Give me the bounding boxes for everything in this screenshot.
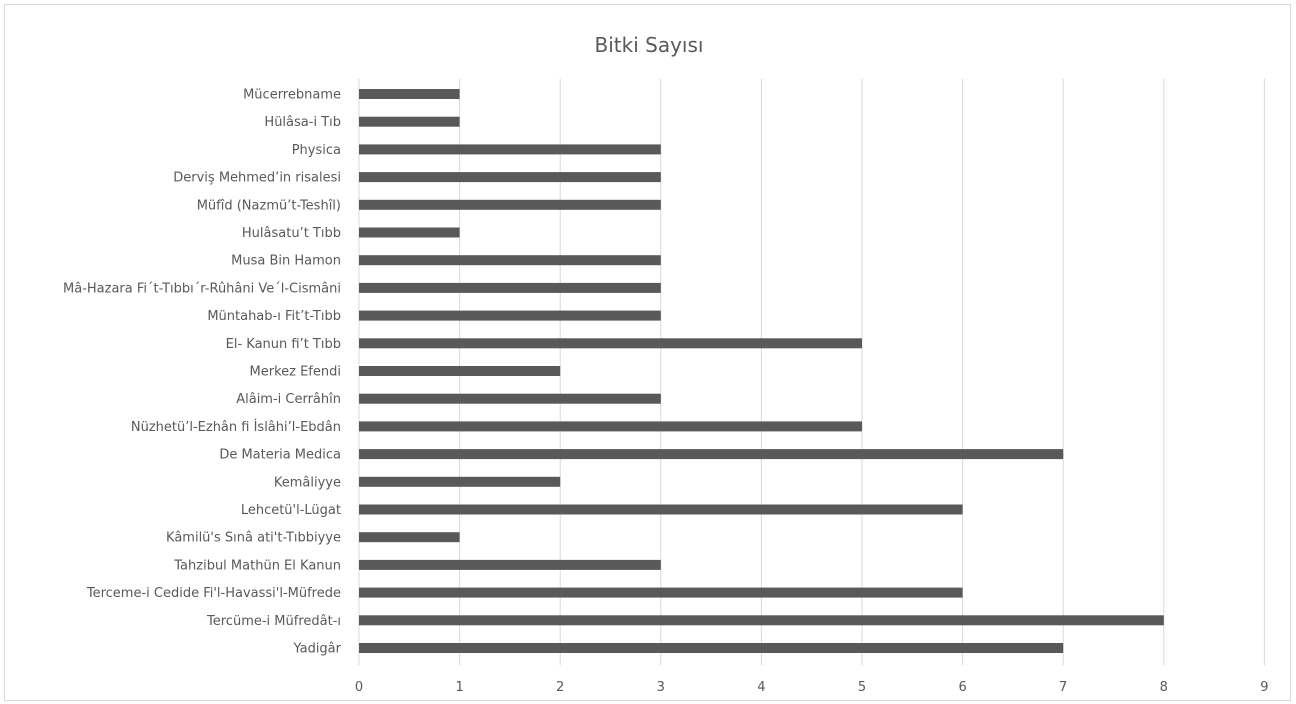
- x-tick-label: 2: [556, 680, 564, 695]
- category-label: De Materia Medica: [219, 448, 341, 463]
- x-tick-labels: 0 1 2 3 4 5 6 7 8 9: [355, 680, 1269, 695]
- bar: [359, 504, 963, 515]
- bar: [359, 172, 661, 183]
- x-tick-label: 9: [1260, 680, 1268, 695]
- bar: [359, 199, 661, 210]
- bar: [359, 559, 661, 570]
- category-label: Merkez Efendi: [250, 365, 341, 380]
- bar: [359, 116, 460, 127]
- category-label: Yadigâr: [292, 642, 341, 657]
- bar: [359, 255, 661, 266]
- chart-title: Bitki Sayısı: [595, 33, 704, 57]
- category-label: Müntahab-ı Fit’t-Tıbb: [207, 309, 341, 324]
- category-label: Musa Bin Hamon: [231, 254, 341, 269]
- bar: [359, 532, 460, 543]
- category-label: Mâ-Hazara Fi΄t-Tıbbı΄r-Rûhâni Ve΄l-Cismâ…: [63, 281, 341, 296]
- category-label: Physica: [292, 143, 341, 158]
- bar: [359, 393, 661, 404]
- bar: [359, 615, 1164, 626]
- bar: [359, 144, 661, 155]
- bar: [359, 587, 963, 598]
- chart-frame: Bitki Sayısı Mücerrebname Hülâsa-i Tıb Phy…: [4, 4, 1291, 701]
- x-tick-label: 3: [657, 680, 665, 695]
- category-label: Terceme-i Cedide Fi'l-Havassi'l-Müfrede: [86, 586, 341, 601]
- bar-chart: Bitki Sayısı Mücerrebname Hülâsa-i Tıb Phy…: [63, 33, 1269, 695]
- category-label: Mücerrebname: [243, 88, 341, 103]
- bars: [359, 89, 1164, 653]
- bar: [359, 227, 460, 238]
- category-label: Müfîd (Nazmü’t-Teshîl): [197, 198, 341, 213]
- bar: [359, 89, 460, 99]
- bar: [359, 476, 561, 487]
- x-tick-label: 6: [958, 680, 966, 695]
- bar: [359, 310, 661, 321]
- category-label: Tercüme-i Müfredât-ı: [206, 614, 341, 629]
- x-tick-label: 0: [355, 680, 363, 695]
- x-tick-label: 4: [757, 680, 765, 695]
- category-label: El- Kanun fi’t Tıbb: [226, 337, 341, 352]
- x-tick-label: 8: [1160, 680, 1168, 695]
- bar: [359, 643, 1064, 653]
- category-labels: Mücerrebname Hülâsa-i Tıb Physica Derviş Me…: [63, 88, 342, 657]
- category-label: Tahzibul Mathün El Kanun: [173, 558, 341, 573]
- bar: [359, 282, 661, 293]
- bar: [359, 338, 862, 349]
- category-label: Derviş Mehmed’in risalesi: [173, 171, 341, 186]
- x-tick-label: 7: [1059, 680, 1067, 695]
- category-label: Alâim-i Cerrâhîn: [236, 392, 341, 407]
- bar: [359, 421, 862, 432]
- bar: [359, 366, 561, 376]
- category-label: Hülâsa-i Tıb: [264, 115, 341, 130]
- x-tick-label: 5: [858, 680, 866, 695]
- x-tick-label: 1: [455, 680, 463, 695]
- category-label: Lehcetü'l-Lügat: [241, 503, 341, 518]
- category-label: Nüzhetü’l-Ezhân fi İslâhi’l-Ebdân: [131, 419, 341, 435]
- category-label: Kâmilü's Sınâ ati't-Tıbbiyye: [166, 531, 341, 546]
- category-label: Hulâsatu’t Tıbb: [242, 226, 341, 241]
- category-label: Kemâliyye: [274, 475, 341, 490]
- bar: [359, 449, 1064, 460]
